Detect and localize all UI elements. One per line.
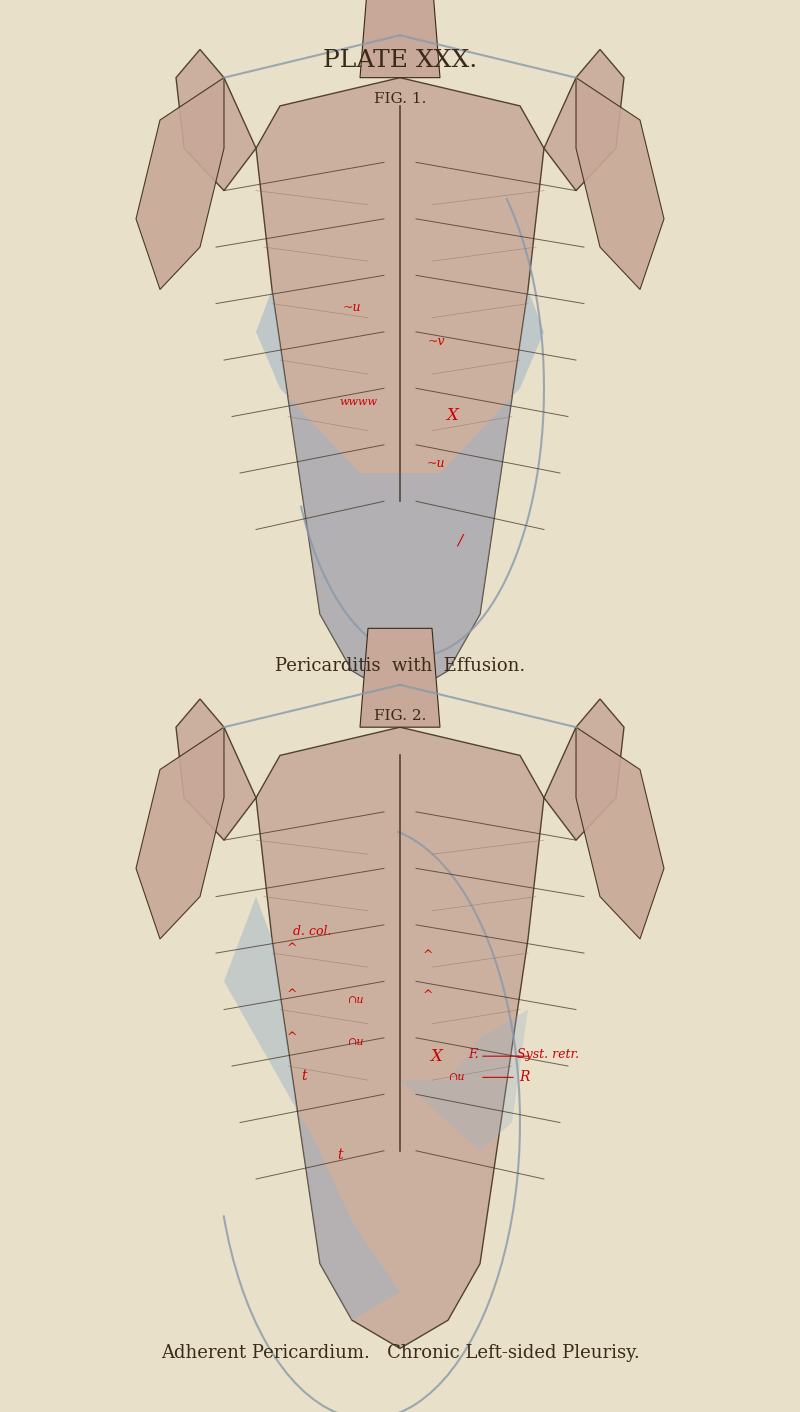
Text: ∩u: ∩u — [348, 1036, 364, 1048]
Text: ∩u: ∩u — [450, 1072, 466, 1083]
Polygon shape — [576, 78, 664, 289]
Text: ~u: ~u — [342, 301, 362, 315]
Text: t: t — [337, 1148, 343, 1162]
Text: ^: ^ — [286, 987, 298, 1001]
Text: Syst. retr.: Syst. retr. — [517, 1048, 579, 1062]
Polygon shape — [360, 628, 440, 727]
Polygon shape — [400, 1010, 528, 1151]
Text: R: R — [518, 1070, 530, 1084]
Polygon shape — [136, 78, 224, 289]
Polygon shape — [176, 49, 624, 699]
Text: ∩u: ∩u — [348, 994, 364, 1005]
Text: ~u: ~u — [426, 456, 446, 470]
Text: /: / — [458, 534, 462, 548]
Polygon shape — [576, 727, 664, 939]
Text: FIG. 1.: FIG. 1. — [374, 92, 426, 106]
Text: Pericarditis  with  Effusion.: Pericarditis with Effusion. — [275, 657, 525, 675]
Text: ^: ^ — [286, 1031, 298, 1045]
Polygon shape — [224, 897, 400, 1320]
Text: ^: ^ — [286, 942, 298, 956]
Text: ~v: ~v — [427, 335, 445, 349]
Text: t: t — [301, 1069, 307, 1083]
Text: ^: ^ — [422, 949, 434, 963]
Polygon shape — [176, 699, 624, 1348]
Text: Adherent Pericardium.   Chronic Left-sided Pleurisy.: Adherent Pericardium. Chronic Left-sided… — [161, 1344, 639, 1363]
Text: PLATE XXX.: PLATE XXX. — [323, 49, 477, 72]
Polygon shape — [360, 0, 440, 78]
Polygon shape — [136, 727, 224, 939]
Text: ^: ^ — [422, 988, 434, 1003]
Text: FIG. 2.: FIG. 2. — [374, 709, 426, 723]
Text: X: X — [430, 1048, 442, 1065]
Text: wwww: wwww — [339, 397, 378, 408]
Polygon shape — [256, 289, 544, 699]
Text: d. col.: d. col. — [293, 925, 331, 939]
Text: X: X — [446, 407, 458, 424]
Text: F.: F. — [468, 1048, 479, 1062]
